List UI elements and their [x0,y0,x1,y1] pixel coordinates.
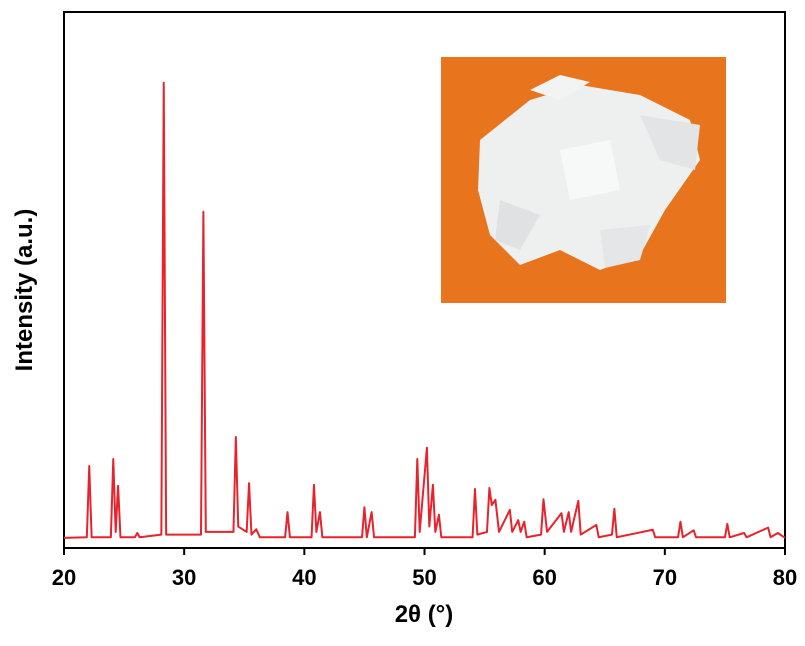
x-tick-label: 70 [653,565,677,590]
y-axis-label: Intensity (a.u.) [11,209,38,372]
x-tick-label: 20 [52,565,76,590]
x-tick-label: 30 [172,565,196,590]
x-axis-label: 2θ (°) [395,601,454,628]
x-tick-label: 50 [412,565,436,590]
x-tick-label: 80 [773,565,797,590]
data-line [63,81,786,539]
inset-photo [441,57,726,303]
x-tick-label: 40 [292,565,316,590]
x-tick-label: 60 [532,565,556,590]
